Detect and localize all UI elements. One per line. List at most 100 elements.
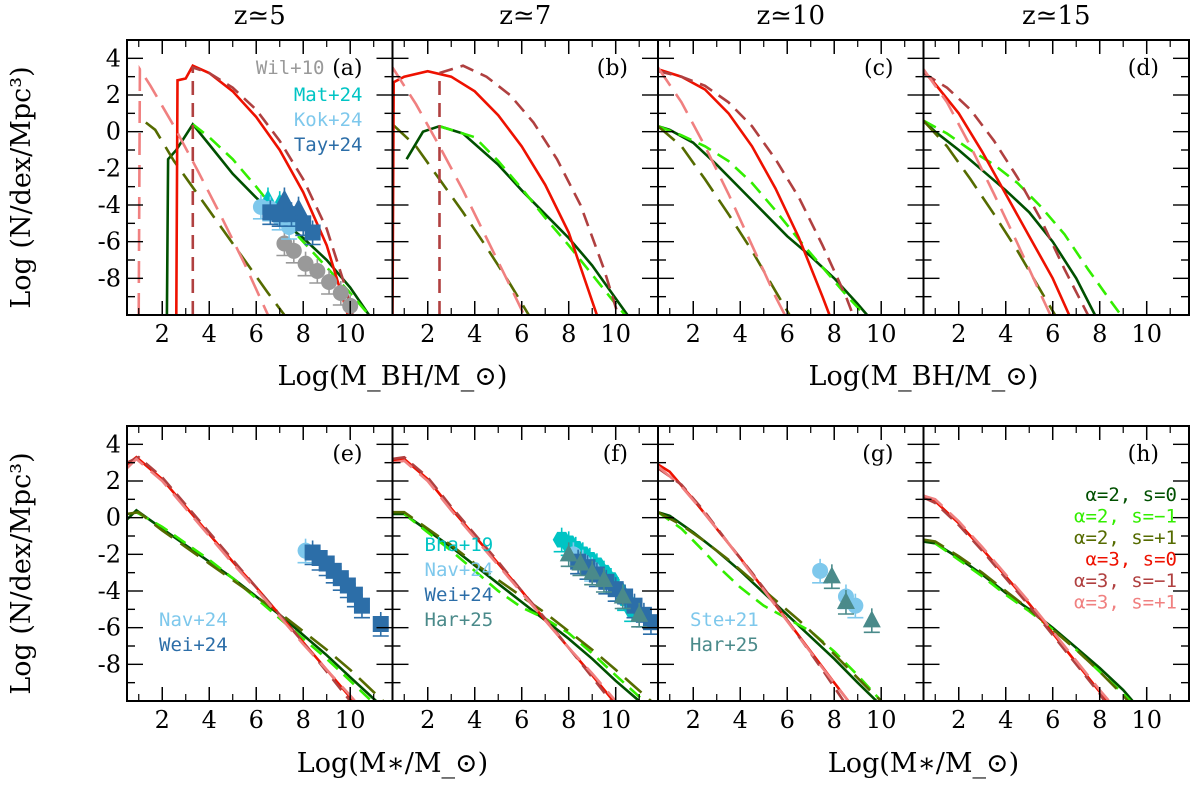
y-axis-label-bottom: Log (N/dex/Mpc³) xyxy=(6,452,37,694)
x-tick-label: 4 xyxy=(998,706,1013,734)
y-tick-label: 4 xyxy=(106,430,121,458)
model-curve-1 xyxy=(923,119,1122,315)
model-curve-2 xyxy=(923,119,1057,315)
y-tick-label: -8 xyxy=(98,650,121,678)
y-tick-label: -8 xyxy=(98,264,121,292)
panel-h-plot-area xyxy=(923,494,1134,701)
data-legend-entry: Ste+21 xyxy=(690,609,759,631)
data-point-tay-24 xyxy=(304,224,321,241)
model-curve-5 xyxy=(392,459,617,701)
y-tick-label: 0 xyxy=(106,504,121,532)
data-legend-entry: Nav+24 xyxy=(159,609,228,631)
panel-e-plot-area xyxy=(127,455,389,701)
model-curve-2 xyxy=(658,511,883,701)
x-tick-label: 6 xyxy=(780,320,795,348)
model-curve-4 xyxy=(438,64,620,315)
data-legend-entry: Bha+19 xyxy=(425,534,494,556)
x-tick-label: 8 xyxy=(296,320,311,348)
data-point-har-25 xyxy=(862,610,881,628)
x-tick-label: 8 xyxy=(561,320,576,348)
x-tick-label: 4 xyxy=(467,706,482,734)
panel-frame xyxy=(126,425,394,702)
panel-label: (e) xyxy=(332,442,362,467)
model-curve-4 xyxy=(658,69,855,315)
x-tick-label: 4 xyxy=(733,320,748,348)
data-point-tay-24 xyxy=(289,198,308,216)
model-curve-5 xyxy=(658,66,787,315)
model-curve-2 xyxy=(145,121,286,315)
y-tick-label: 4 xyxy=(106,44,121,72)
x-tick-label: 6 xyxy=(514,320,529,348)
model-curve-1 xyxy=(135,511,373,701)
model-curve-1 xyxy=(403,512,645,701)
data-point-har-25 xyxy=(559,544,578,562)
data-point-har-25 xyxy=(822,566,841,584)
x-tick-label: 6 xyxy=(1045,706,1060,734)
x-tick-label: 10 xyxy=(600,320,631,348)
model-legend-entry: α=2, s=0 xyxy=(1085,484,1177,506)
x-tick-label: 8 xyxy=(561,706,576,734)
data-point-tay-24 xyxy=(275,189,294,207)
x-axis-label-bottom: Log(M∗/M_⊙) xyxy=(828,748,1019,779)
model-curve-0 xyxy=(923,119,1097,315)
data-point-wei-24 xyxy=(353,597,370,614)
data-point-kok-24 xyxy=(281,219,298,235)
x-tick-label: 6 xyxy=(1045,320,1060,348)
y-tick-label: -6 xyxy=(98,228,121,256)
data-point-har-25 xyxy=(594,570,613,587)
panel-frame xyxy=(657,39,925,316)
x-axis-label-bottom: Log(M∗/M_⊙) xyxy=(297,748,488,779)
x-tick-label: 6 xyxy=(780,706,795,734)
y-tick-label: -2 xyxy=(98,154,121,182)
x-tick-label: 10 xyxy=(600,706,631,734)
x-tick-label: 10 xyxy=(335,706,366,734)
x-tick-label: 4 xyxy=(202,320,217,348)
y-axis-label-top: Log (N/dex/Mpc³) xyxy=(6,66,37,308)
model-curve-5 xyxy=(392,66,526,315)
panel-label: (c) xyxy=(864,56,894,81)
data-point-har-25 xyxy=(630,604,649,622)
panel-b-plot-area xyxy=(392,64,629,315)
x-tick-label: 10 xyxy=(335,320,366,348)
model-curve-2 xyxy=(392,510,652,701)
x-tick-label: 2 xyxy=(686,320,701,348)
y-tick-label: 2 xyxy=(106,81,121,109)
data-legend-entry: Tay+24 xyxy=(294,134,363,156)
model-curve-0 xyxy=(658,124,869,315)
y-tick-label: 2 xyxy=(106,467,121,495)
model-curve-0 xyxy=(127,508,377,701)
column-title-1: z≃7 xyxy=(499,1,551,31)
panel-frame xyxy=(391,39,659,316)
y-tick-label: -6 xyxy=(98,614,121,642)
model-curve-0 xyxy=(923,540,1134,701)
data-point-wil-10 xyxy=(297,255,314,272)
model-curve-4 xyxy=(127,455,352,701)
model-curve-0 xyxy=(405,124,629,315)
model-curve-4 xyxy=(658,467,845,701)
model-curve-0 xyxy=(658,510,878,701)
x-axis-label-top: Log(M_BH/M_⊙) xyxy=(278,361,508,392)
panel-c-plot-area xyxy=(658,66,869,315)
model-curve-2 xyxy=(658,125,791,315)
x-tick-label: 8 xyxy=(1092,706,1107,734)
model-curve-5 xyxy=(127,457,356,701)
x-tick-label: 4 xyxy=(202,706,217,734)
x-tick-label: 4 xyxy=(998,320,1013,348)
panel-a-plot-area xyxy=(137,64,371,315)
model-curve-2 xyxy=(923,538,1129,701)
x-axis-label-top: Log(M_BH/M_⊙) xyxy=(809,361,1039,392)
y-tick-label: 0 xyxy=(106,118,121,146)
data-legend-entry: Wei+24 xyxy=(425,584,494,606)
model-curve-3 xyxy=(923,70,1071,315)
column-title-3: z≃15 xyxy=(1022,1,1091,31)
x-tick-label: 6 xyxy=(514,706,529,734)
data-legend-entry: Nav+24 xyxy=(425,559,494,581)
x-tick-label: 2 xyxy=(686,706,701,734)
y-tick-label: -2 xyxy=(98,540,121,568)
model-curve-3 xyxy=(175,64,350,315)
model-legend-entry: α=2, s=+1 xyxy=(1074,527,1177,549)
panel-g-plot-area xyxy=(658,463,883,701)
model-curve-0 xyxy=(165,122,371,315)
model-curve-3 xyxy=(392,69,599,315)
